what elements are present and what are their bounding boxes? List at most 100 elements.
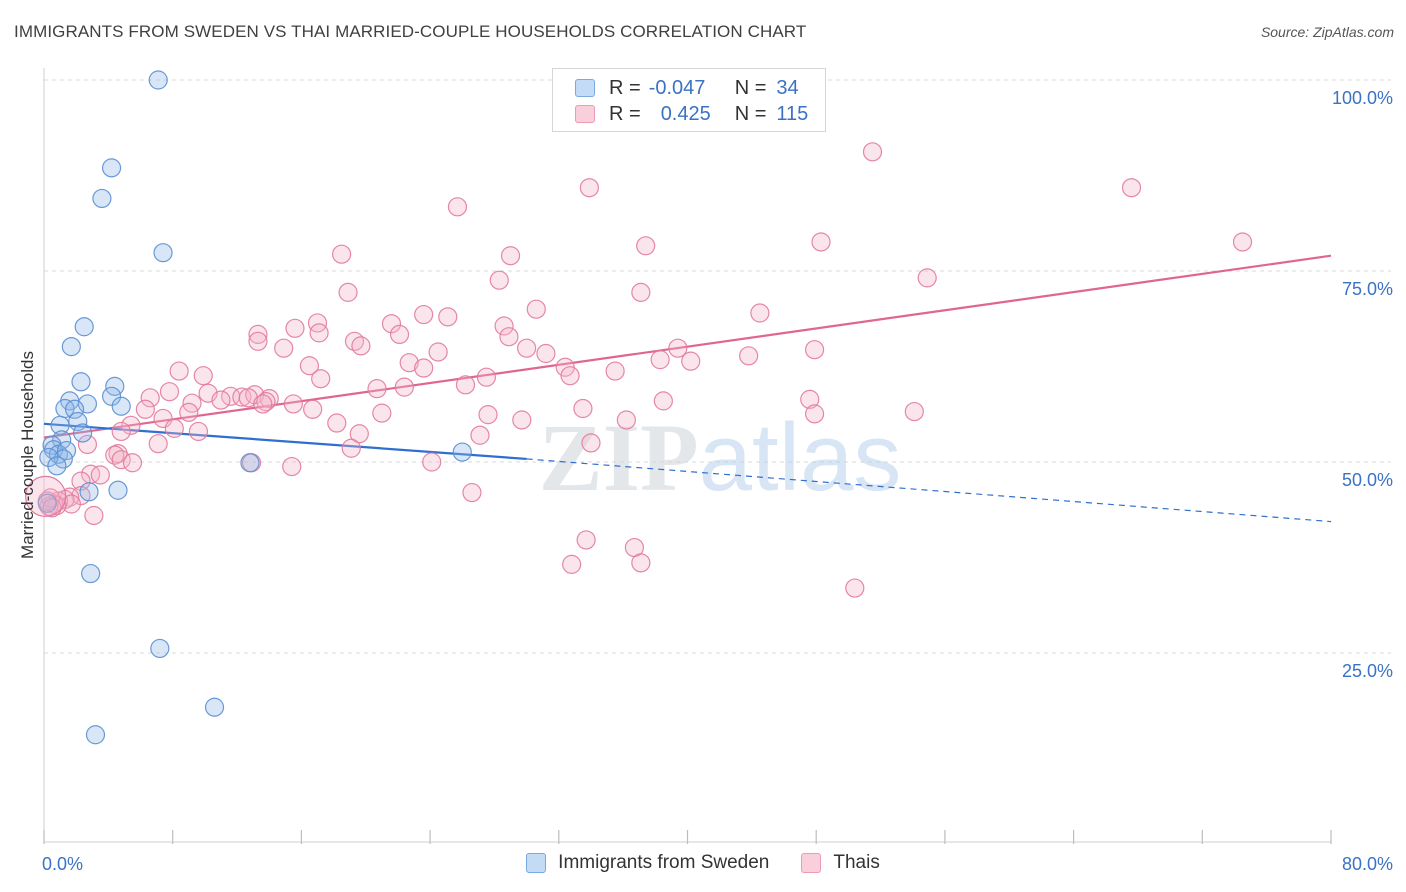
point-sweden-4 — [74, 317, 94, 337]
point-thais-60 — [800, 389, 820, 409]
point-thais-35 — [399, 353, 419, 373]
point-sweden-11 — [111, 396, 131, 416]
point-thais-17 — [307, 313, 328, 333]
point-thais-43 — [476, 367, 497, 387]
point-thais-3 — [447, 197, 468, 217]
point-sweden-13 — [64, 399, 85, 419]
point-thais-37 — [414, 358, 434, 378]
point-thais-21 — [309, 323, 329, 343]
point-thais-104 — [84, 505, 104, 526]
point-thais-0 — [862, 142, 883, 162]
point-thais-11 — [631, 282, 651, 302]
series-swatch-sweden — [526, 853, 547, 873]
point-thais-14 — [750, 303, 770, 323]
legend-swatch-thais — [575, 105, 595, 123]
point-thais-cluster — [25, 475, 67, 517]
point-sweden-15 — [50, 415, 70, 435]
point-sweden-33 — [37, 493, 57, 513]
point-thais-76 — [111, 421, 131, 442]
point-thais-112 — [283, 394, 303, 414]
point-thais-79 — [470, 425, 490, 445]
x-tick-label-min: 0.0% — [42, 854, 83, 874]
point-thais-56 — [256, 392, 276, 412]
point-thais-108 — [562, 554, 582, 574]
y-tick-label-25: 25.0% — [1342, 661, 1393, 681]
point-thais-6 — [636, 236, 656, 256]
watermark-zip: ZIP — [539, 404, 699, 511]
point-thais-2 — [579, 178, 599, 198]
point-thais-10 — [489, 270, 509, 290]
point-thais-68 — [804, 404, 825, 424]
point-sweden-27 — [79, 482, 99, 502]
chart-source: Source: ZipAtlas.com — [1260, 24, 1394, 40]
point-sweden-1 — [101, 158, 122, 178]
point-thais-80 — [581, 433, 601, 453]
point-thais-72 — [616, 410, 636, 430]
legend-n-label: N = — [734, 102, 767, 125]
x-tick-labels: 0.0% 80.0% — [42, 854, 1393, 874]
point-sweden-17 — [52, 430, 72, 450]
point-thais-20 — [285, 318, 305, 338]
point-thais-40 — [605, 361, 625, 381]
point-thais-23 — [389, 324, 410, 345]
point-thais-94 — [462, 482, 482, 503]
legend-swatch-sweden — [575, 79, 595, 97]
point-thais-41 — [560, 366, 580, 386]
point-thais-86 — [111, 450, 131, 470]
chart-title: IMMIGRANTS FROM SWEDEN VS THAI MARRIED-C… — [14, 22, 807, 41]
point-thais-77 — [188, 421, 209, 442]
point-thais-7 — [332, 244, 352, 264]
y-tick-label-100: 100.0% — [1332, 88, 1393, 108]
point-thais-15 — [414, 304, 434, 325]
point-thais-32 — [428, 342, 448, 362]
point-thais-105 — [576, 530, 596, 550]
point-thais-1 — [1121, 178, 1142, 198]
point-thais-19 — [494, 316, 514, 336]
point-thais-75 — [164, 418, 184, 438]
legend-r-value-sweden: -0.047 — [648, 76, 706, 99]
point-thais-70 — [512, 410, 532, 430]
legend-n-label: N = — [734, 76, 767, 99]
legend-row-sweden: R = -0.047 N = 34 — [575, 76, 799, 100]
point-thais-12 — [338, 282, 358, 302]
point-thais-33 — [739, 346, 759, 366]
gridlines — [44, 79, 1391, 654]
y-axis-label: Married-couple Households — [18, 351, 37, 559]
point-thais-69 — [904, 401, 924, 422]
point-thais-109 — [845, 578, 865, 598]
series-legend-item-sweden[interactable]: Immigrants from Sweden — [526, 852, 769, 874]
point-thais-5 — [811, 232, 831, 252]
point-thais-47 — [367, 379, 387, 399]
point-thais-9 — [917, 268, 937, 288]
legend-row-thais: R = 0.425 N = 115 — [575, 102, 808, 126]
point-thais-89 — [422, 452, 442, 472]
point-thais-67 — [478, 405, 498, 425]
point-thais-48 — [159, 382, 180, 402]
point-thais-93 — [71, 471, 91, 491]
point-thais-103 — [40, 488, 61, 508]
data-points — [25, 70, 1253, 745]
x-tick-label-max: 80.0% — [1342, 854, 1393, 874]
point-sweden-6 — [71, 372, 91, 392]
point-thais-54 — [259, 388, 279, 409]
point-thais-82 — [148, 434, 168, 454]
point-thais-16 — [438, 307, 458, 327]
point-thais-4 — [1232, 232, 1253, 252]
point-thais-66 — [372, 403, 392, 423]
point-thais-25 — [248, 331, 268, 351]
point-sweden-16 — [73, 423, 93, 443]
point-sweden-28 — [108, 480, 128, 500]
point-thais-113 — [681, 351, 701, 371]
point-sweden-0 — [148, 70, 168, 90]
y-tick-label-50: 50.0% — [1342, 470, 1393, 490]
series-legend-label-sweden: Immigrants from Sweden — [558, 852, 770, 873]
point-thais-83 — [341, 438, 361, 458]
point-sweden-5 — [61, 337, 81, 357]
point-thais-46 — [394, 377, 414, 397]
point-thais-58 — [140, 388, 160, 408]
point-thais-42 — [193, 366, 213, 386]
point-sweden-24 — [47, 456, 67, 476]
y-tick-labels: 25.0% 50.0% 75.0% 100.0% — [1332, 88, 1393, 681]
series-legend-item-thais[interactable]: Thais — [801, 852, 880, 874]
